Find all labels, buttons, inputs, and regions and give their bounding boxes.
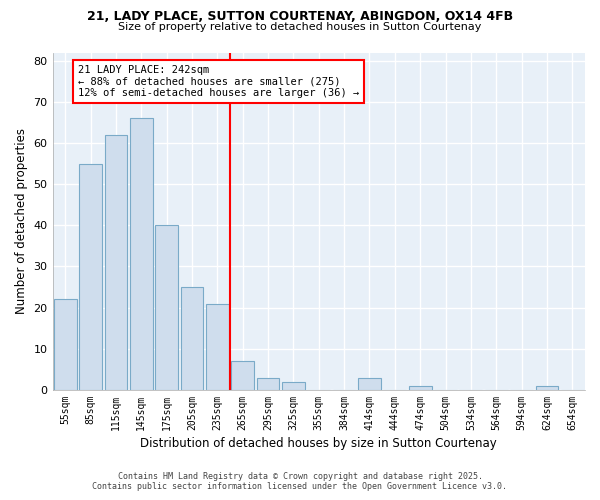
Bar xyxy=(104,135,127,390)
Text: Size of property relative to detached houses in Sutton Courtenay: Size of property relative to detached ho… xyxy=(118,22,482,32)
Bar xyxy=(358,378,381,390)
Bar xyxy=(231,361,254,390)
Bar xyxy=(130,118,152,390)
Y-axis label: Number of detached properties: Number of detached properties xyxy=(15,128,28,314)
Text: 21 LADY PLACE: 242sqm
← 88% of detached houses are smaller (275)
12% of semi-det: 21 LADY PLACE: 242sqm ← 88% of detached … xyxy=(78,65,359,98)
Bar xyxy=(206,304,229,390)
Bar xyxy=(536,386,559,390)
Bar xyxy=(155,226,178,390)
Bar xyxy=(54,300,77,390)
Bar xyxy=(79,164,102,390)
Bar xyxy=(257,378,280,390)
X-axis label: Distribution of detached houses by size in Sutton Courtenay: Distribution of detached houses by size … xyxy=(140,437,497,450)
Text: 21, LADY PLACE, SUTTON COURTENAY, ABINGDON, OX14 4FB: 21, LADY PLACE, SUTTON COURTENAY, ABINGD… xyxy=(87,10,513,23)
Bar xyxy=(409,386,431,390)
Bar xyxy=(282,382,305,390)
Text: Contains HM Land Registry data © Crown copyright and database right 2025.
Contai: Contains HM Land Registry data © Crown c… xyxy=(92,472,508,491)
Bar xyxy=(181,287,203,390)
